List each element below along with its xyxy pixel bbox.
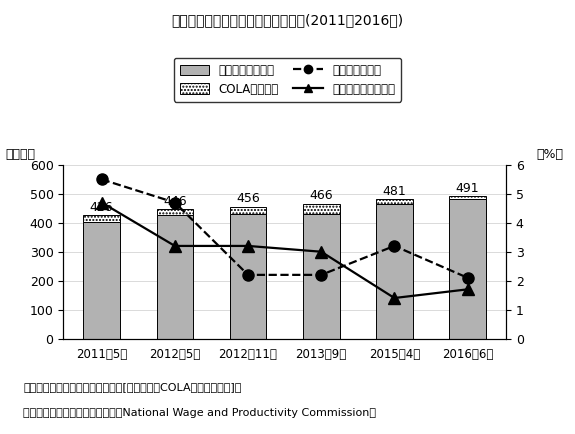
Bar <box>230 207 266 214</box>
Bar <box>230 214 266 339</box>
Bar <box>449 197 486 199</box>
Text: （注）非農業分野の法定最低賃金[基本給与＋COLA（生活手当）]。: （注）非農業分野の法定最低賃金[基本給与＋COLA（生活手当）]。 <box>23 382 242 392</box>
Text: 466: 466 <box>309 189 333 202</box>
Text: 491: 491 <box>456 182 480 195</box>
Text: （%）: （%） <box>536 148 564 161</box>
Bar <box>156 210 193 215</box>
Bar <box>376 204 413 339</box>
Bar <box>83 222 120 339</box>
Bar <box>83 215 120 222</box>
Bar <box>303 204 339 214</box>
Text: （出所）国家賃金生産性委員会（National Wage and Productivity Commission）: （出所）国家賃金生産性委員会（National Wage and Product… <box>23 408 376 418</box>
Text: （ペソ）: （ペソ） <box>6 148 36 161</box>
Text: 446: 446 <box>163 195 187 208</box>
Text: 426: 426 <box>90 201 113 214</box>
Bar <box>376 199 413 204</box>
Text: マニラ首都圏の法定最低賃金の推移(2011～2016年): マニラ首都圏の法定最低賃金の推移(2011～2016年) <box>171 13 404 27</box>
Bar <box>156 215 193 339</box>
Bar <box>303 214 339 339</box>
Bar <box>449 199 486 339</box>
Text: 481: 481 <box>382 185 407 198</box>
Legend: 基本給与（左軸）, COLA（左軸）, 昇給率（右軸）, インフレ率（右軸）: 基本給与（左軸）, COLA（左軸）, 昇給率（右軸）, インフレ率（右軸） <box>174 58 401 102</box>
Text: 456: 456 <box>236 192 260 205</box>
